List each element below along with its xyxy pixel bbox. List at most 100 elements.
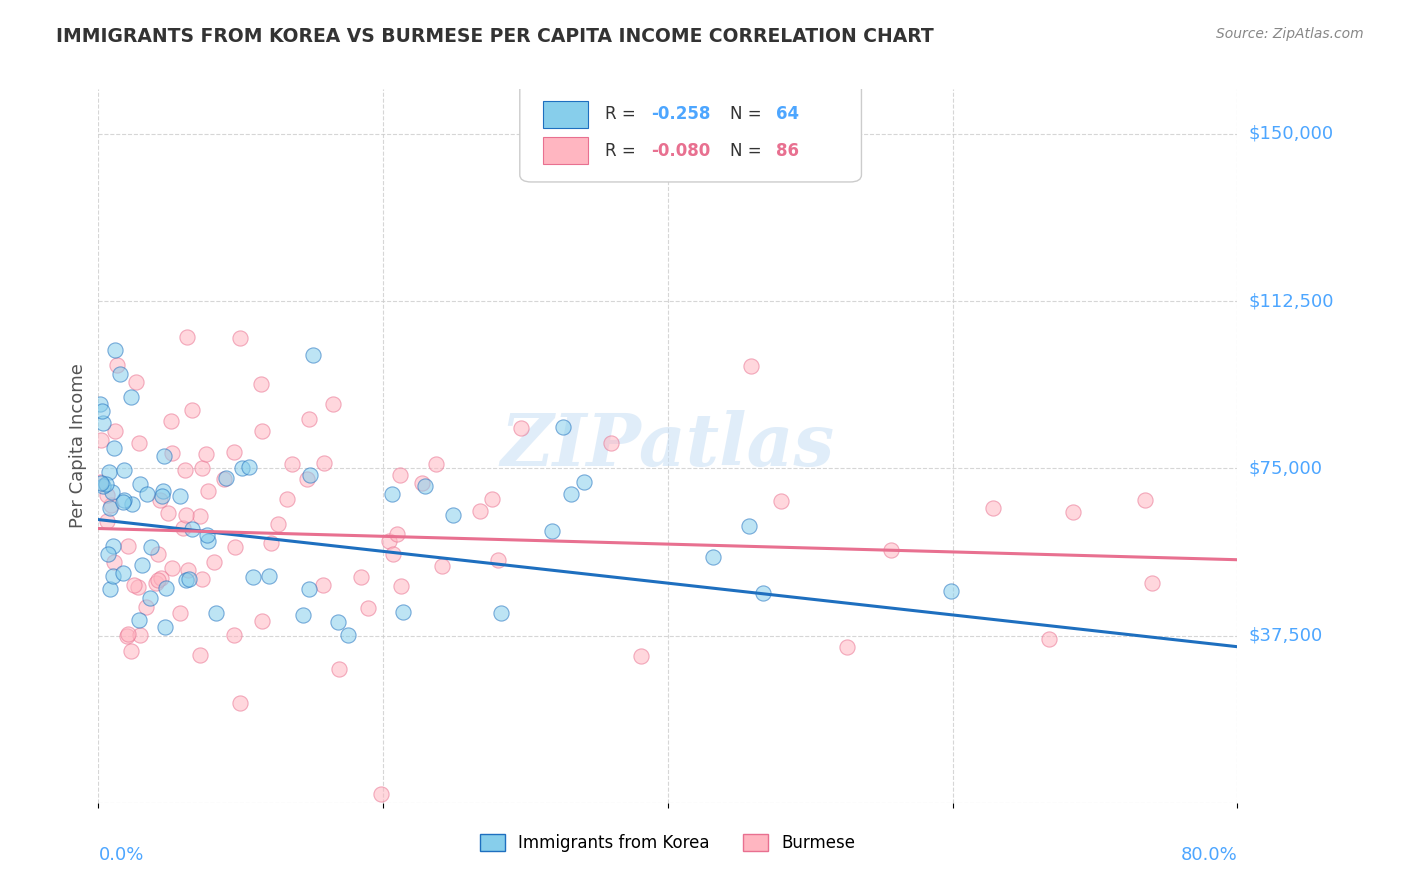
Text: $75,000: $75,000 [1249, 459, 1323, 477]
FancyBboxPatch shape [543, 102, 588, 128]
Legend: Immigrants from Korea, Burmese: Immigrants from Korea, Burmese [474, 827, 862, 859]
Point [430, 558, 453, 573]
Point [122, 578, 145, 592]
Point [181, 523, 204, 537]
Point [155, 581, 177, 595]
Point [229, 331, 252, 345]
Point [212, 472, 235, 486]
Point [120, 391, 142, 405]
Text: $37,500: $37,500 [1249, 626, 1323, 645]
Point [572, 475, 595, 489]
Point [411, 475, 433, 490]
Point [381, 487, 404, 501]
Point [1062, 505, 1084, 519]
Point [97, 547, 120, 561]
Point [250, 376, 273, 391]
Point [177, 572, 200, 586]
Point [328, 662, 350, 676]
Point [357, 601, 380, 615]
Point [222, 628, 245, 642]
Text: ZIPatlas: ZIPatlas [501, 410, 835, 482]
Point [425, 457, 447, 471]
Point [91, 416, 114, 430]
Point [560, 487, 582, 501]
Point [111, 495, 134, 509]
Point [174, 463, 197, 477]
Point [125, 375, 148, 389]
Point [172, 521, 194, 535]
Point [160, 560, 183, 574]
Point [205, 606, 228, 620]
Point [89, 433, 111, 447]
Point [224, 445, 246, 459]
Point [160, 446, 183, 460]
Point [156, 507, 179, 521]
Point [281, 457, 304, 471]
Point [740, 359, 762, 373]
Point [100, 498, 122, 512]
Point [190, 509, 212, 524]
Point [202, 555, 225, 569]
Point [111, 566, 134, 580]
Point [129, 628, 152, 642]
Point [392, 605, 415, 619]
Point [260, 536, 283, 550]
Text: 86: 86 [776, 142, 799, 160]
Point [312, 456, 335, 470]
Point [1133, 493, 1156, 508]
Point [191, 460, 214, 475]
Point [509, 420, 531, 434]
Y-axis label: Per Capita Income: Per Capita Income [69, 364, 87, 528]
Point [128, 477, 150, 491]
Point [149, 492, 172, 507]
Point [413, 479, 436, 493]
Point [121, 497, 143, 511]
Point [180, 402, 202, 417]
Point [242, 570, 264, 584]
Point [169, 489, 191, 503]
Point [91, 479, 114, 493]
Point [159, 414, 181, 428]
Point [939, 584, 962, 599]
Point [127, 580, 149, 594]
Point [441, 508, 464, 522]
Point [96, 488, 118, 502]
Point [90, 476, 112, 491]
Point [553, 420, 575, 434]
Point [312, 578, 335, 592]
Text: R =: R = [605, 142, 641, 160]
Point [89, 475, 111, 490]
Point [266, 516, 288, 531]
Point [112, 493, 135, 508]
Point [101, 569, 124, 583]
Point [136, 486, 159, 500]
Point [141, 540, 163, 554]
FancyBboxPatch shape [520, 82, 862, 182]
Point [135, 599, 157, 614]
Point [224, 540, 246, 554]
Point [488, 553, 510, 567]
Point [120, 644, 142, 658]
Text: IMMIGRANTS FROM KOREA VS BURMESE PER CAPITA INCOME CORRELATION CHART: IMMIGRANTS FROM KOREA VS BURMESE PER CAP… [56, 27, 934, 45]
Point [89, 397, 111, 411]
FancyBboxPatch shape [543, 137, 588, 164]
Point [105, 358, 128, 372]
Point [389, 468, 412, 483]
Text: 80.0%: 80.0% [1181, 846, 1237, 863]
Point [177, 563, 200, 577]
Point [197, 533, 219, 548]
Point [299, 467, 322, 482]
Point [117, 539, 139, 553]
Point [214, 471, 236, 485]
Point [176, 329, 198, 343]
Point [489, 606, 512, 620]
Point [112, 463, 135, 477]
Text: R =: R = [605, 105, 641, 123]
Point [94, 476, 117, 491]
Point [298, 411, 321, 425]
Point [174, 508, 197, 523]
Point [250, 425, 273, 439]
Text: -0.080: -0.080 [651, 142, 710, 160]
Text: -0.258: -0.258 [651, 105, 710, 123]
Point [250, 614, 273, 628]
